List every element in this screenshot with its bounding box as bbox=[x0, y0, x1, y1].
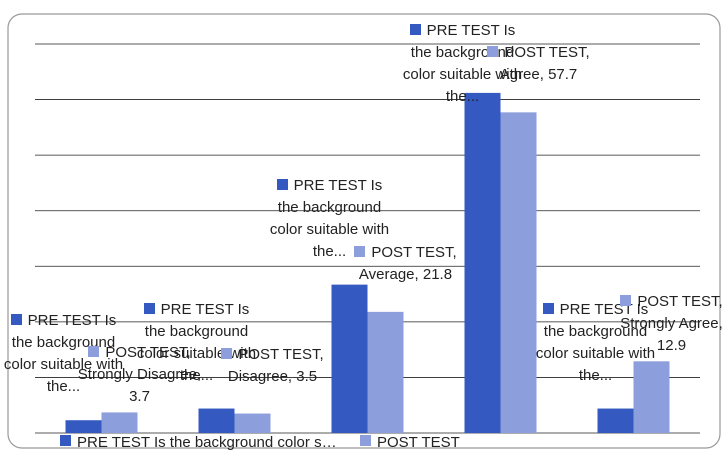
bar bbox=[65, 420, 102, 433]
data-label: PRE TEST Is the background color suitabl… bbox=[402, 22, 523, 105]
label-key bbox=[354, 245, 366, 257]
bar bbox=[500, 112, 537, 434]
chart-frame bbox=[7, 13, 721, 449]
label-key bbox=[620, 295, 632, 307]
bar bbox=[331, 284, 368, 433]
bar bbox=[633, 361, 670, 433]
label-key bbox=[409, 24, 421, 35]
data-label: PRE TEST Is the background color suitabl… bbox=[269, 176, 390, 260]
legend-item: PRE TEST Is the background color suitabl… bbox=[60, 433, 337, 451]
label-key bbox=[276, 178, 288, 190]
bar bbox=[234, 413, 271, 433]
label-key bbox=[487, 46, 499, 58]
bar bbox=[101, 412, 138, 433]
data-label: POST TEST, Strongly Disagree, 3.7 bbox=[77, 344, 202, 406]
legend-item: POST TEST bbox=[360, 433, 460, 451]
label-key bbox=[88, 346, 100, 358]
legend-key bbox=[360, 435, 371, 446]
bar bbox=[198, 408, 235, 433]
bar bbox=[597, 408, 634, 433]
data-label: PRE TEST Is the background color suitabl… bbox=[136, 300, 257, 384]
label-key bbox=[10, 314, 22, 326]
data-label: PRE TEST Is the background color suitabl… bbox=[3, 312, 124, 396]
bar bbox=[367, 311, 404, 433]
label-key bbox=[143, 302, 155, 314]
label-key bbox=[542, 302, 554, 314]
data-label: POST TEST, Agree, 57.7 bbox=[474, 42, 604, 86]
data-label: POST TEST, Disagree, 3.5 bbox=[208, 344, 338, 388]
legend-label: POST TEST bbox=[377, 433, 460, 451]
legend-key bbox=[60, 435, 71, 446]
data-label: POST TEST, Strongly Agree, 12.9 bbox=[620, 293, 723, 355]
data-label: POST TEST, Average, 21.8 bbox=[341, 242, 471, 286]
bar bbox=[464, 92, 501, 433]
label-key bbox=[221, 347, 233, 359]
legend-label: PRE TEST Is the background color suitabl… bbox=[77, 433, 337, 451]
